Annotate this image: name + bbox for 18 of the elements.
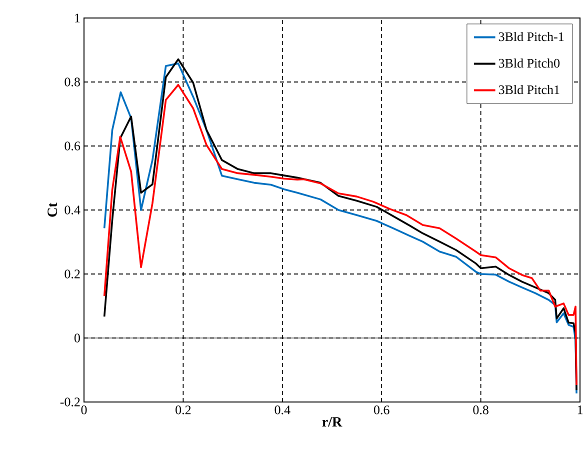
- legend-label: 3Bld Pitch-1: [498, 32, 564, 42]
- y-axis-title: Ct: [48, 202, 58, 217]
- x-axis-title: r/R: [322, 417, 342, 427]
- x-tick-label: 0.8: [473, 406, 488, 414]
- x-tick-label: 0: [81, 406, 87, 414]
- x-tick-label: 0.4: [274, 406, 290, 414]
- x-tick-label: 1: [578, 406, 582, 414]
- legend-label: 3Bld Pitch0: [498, 58, 560, 68]
- y-tick-label: 0.6: [64, 142, 80, 150]
- y-tick-label: 0.4: [64, 206, 80, 214]
- y-tick-label: 0.8: [64, 78, 80, 86]
- legend-label: 3Bld Pitch1: [498, 85, 560, 94]
- y-tick-label: 0.2: [64, 270, 80, 278]
- x-tick-label: 0.6: [374, 406, 390, 414]
- y-tick-label: -0.2: [60, 398, 80, 406]
- y-tick-label: 0: [74, 334, 80, 342]
- x-tick-label: 0.2: [176, 406, 191, 414]
- y-tick-label: 1: [75, 14, 80, 22]
